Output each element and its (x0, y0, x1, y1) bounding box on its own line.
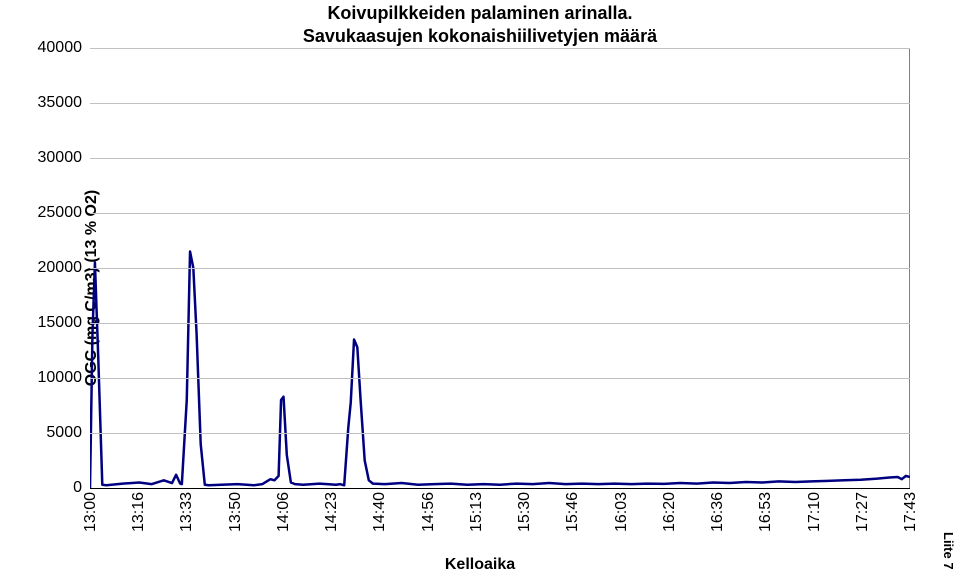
title-line-2: Savukaasujen kokonaishiilivetyjen määrä (303, 26, 657, 46)
ytick-label: 20000 (38, 259, 91, 277)
gridline (90, 48, 910, 49)
xtick-label: 17:43 (902, 488, 920, 532)
series-line (90, 252, 910, 489)
ytick-label: 5000 (46, 424, 90, 442)
gridline (90, 268, 910, 269)
xtick-label: 15:13 (468, 488, 486, 532)
ytick-label: 25000 (38, 204, 91, 222)
xtick-label: 17:27 (854, 488, 872, 532)
gridline (90, 103, 910, 104)
xtick-label: 16:03 (613, 488, 631, 532)
plot-area: 0500010000150002000025000300003500040000… (90, 48, 910, 488)
x-axis-label: Kelloaika (445, 556, 515, 574)
xtick-label: 16:20 (661, 488, 679, 532)
ytick-label: 35000 (38, 94, 91, 112)
chart-container: Koivupilkkeiden palaminen arinalla. Savu… (0, 0, 960, 576)
ytick-label: 40000 (38, 39, 91, 57)
xtick-label: 14:56 (420, 488, 438, 532)
xtick-label: 14:40 (371, 488, 389, 532)
ytick-label: 30000 (38, 149, 91, 167)
ytick-label: 10000 (38, 369, 91, 387)
xtick-label: 13:00 (82, 488, 100, 532)
page-annotation: Liite 7 (941, 532, 956, 570)
xtick-label: 14:06 (275, 488, 293, 532)
gridline (90, 213, 910, 214)
gridline (90, 158, 910, 159)
xtick-label: 16:36 (709, 488, 727, 532)
xtick-label: 13:16 (130, 488, 148, 532)
xtick-label: 13:33 (178, 488, 196, 532)
xtick-label: 14:23 (323, 488, 341, 532)
xtick-label: 15:46 (564, 488, 582, 532)
chart-title: Koivupilkkeiden palaminen arinalla. Savu… (0, 2, 960, 47)
xtick-label: 13:50 (227, 488, 245, 532)
gridline (90, 433, 910, 434)
gridline (90, 378, 910, 379)
ytick-label: 15000 (38, 314, 91, 332)
xtick-label: 15:30 (516, 488, 534, 532)
title-line-1: Koivupilkkeiden palaminen arinalla. (327, 3, 632, 23)
xtick-label: 16:53 (757, 488, 775, 532)
gridline (90, 488, 910, 489)
gridline (90, 323, 910, 324)
xtick-label: 17:10 (806, 488, 824, 532)
